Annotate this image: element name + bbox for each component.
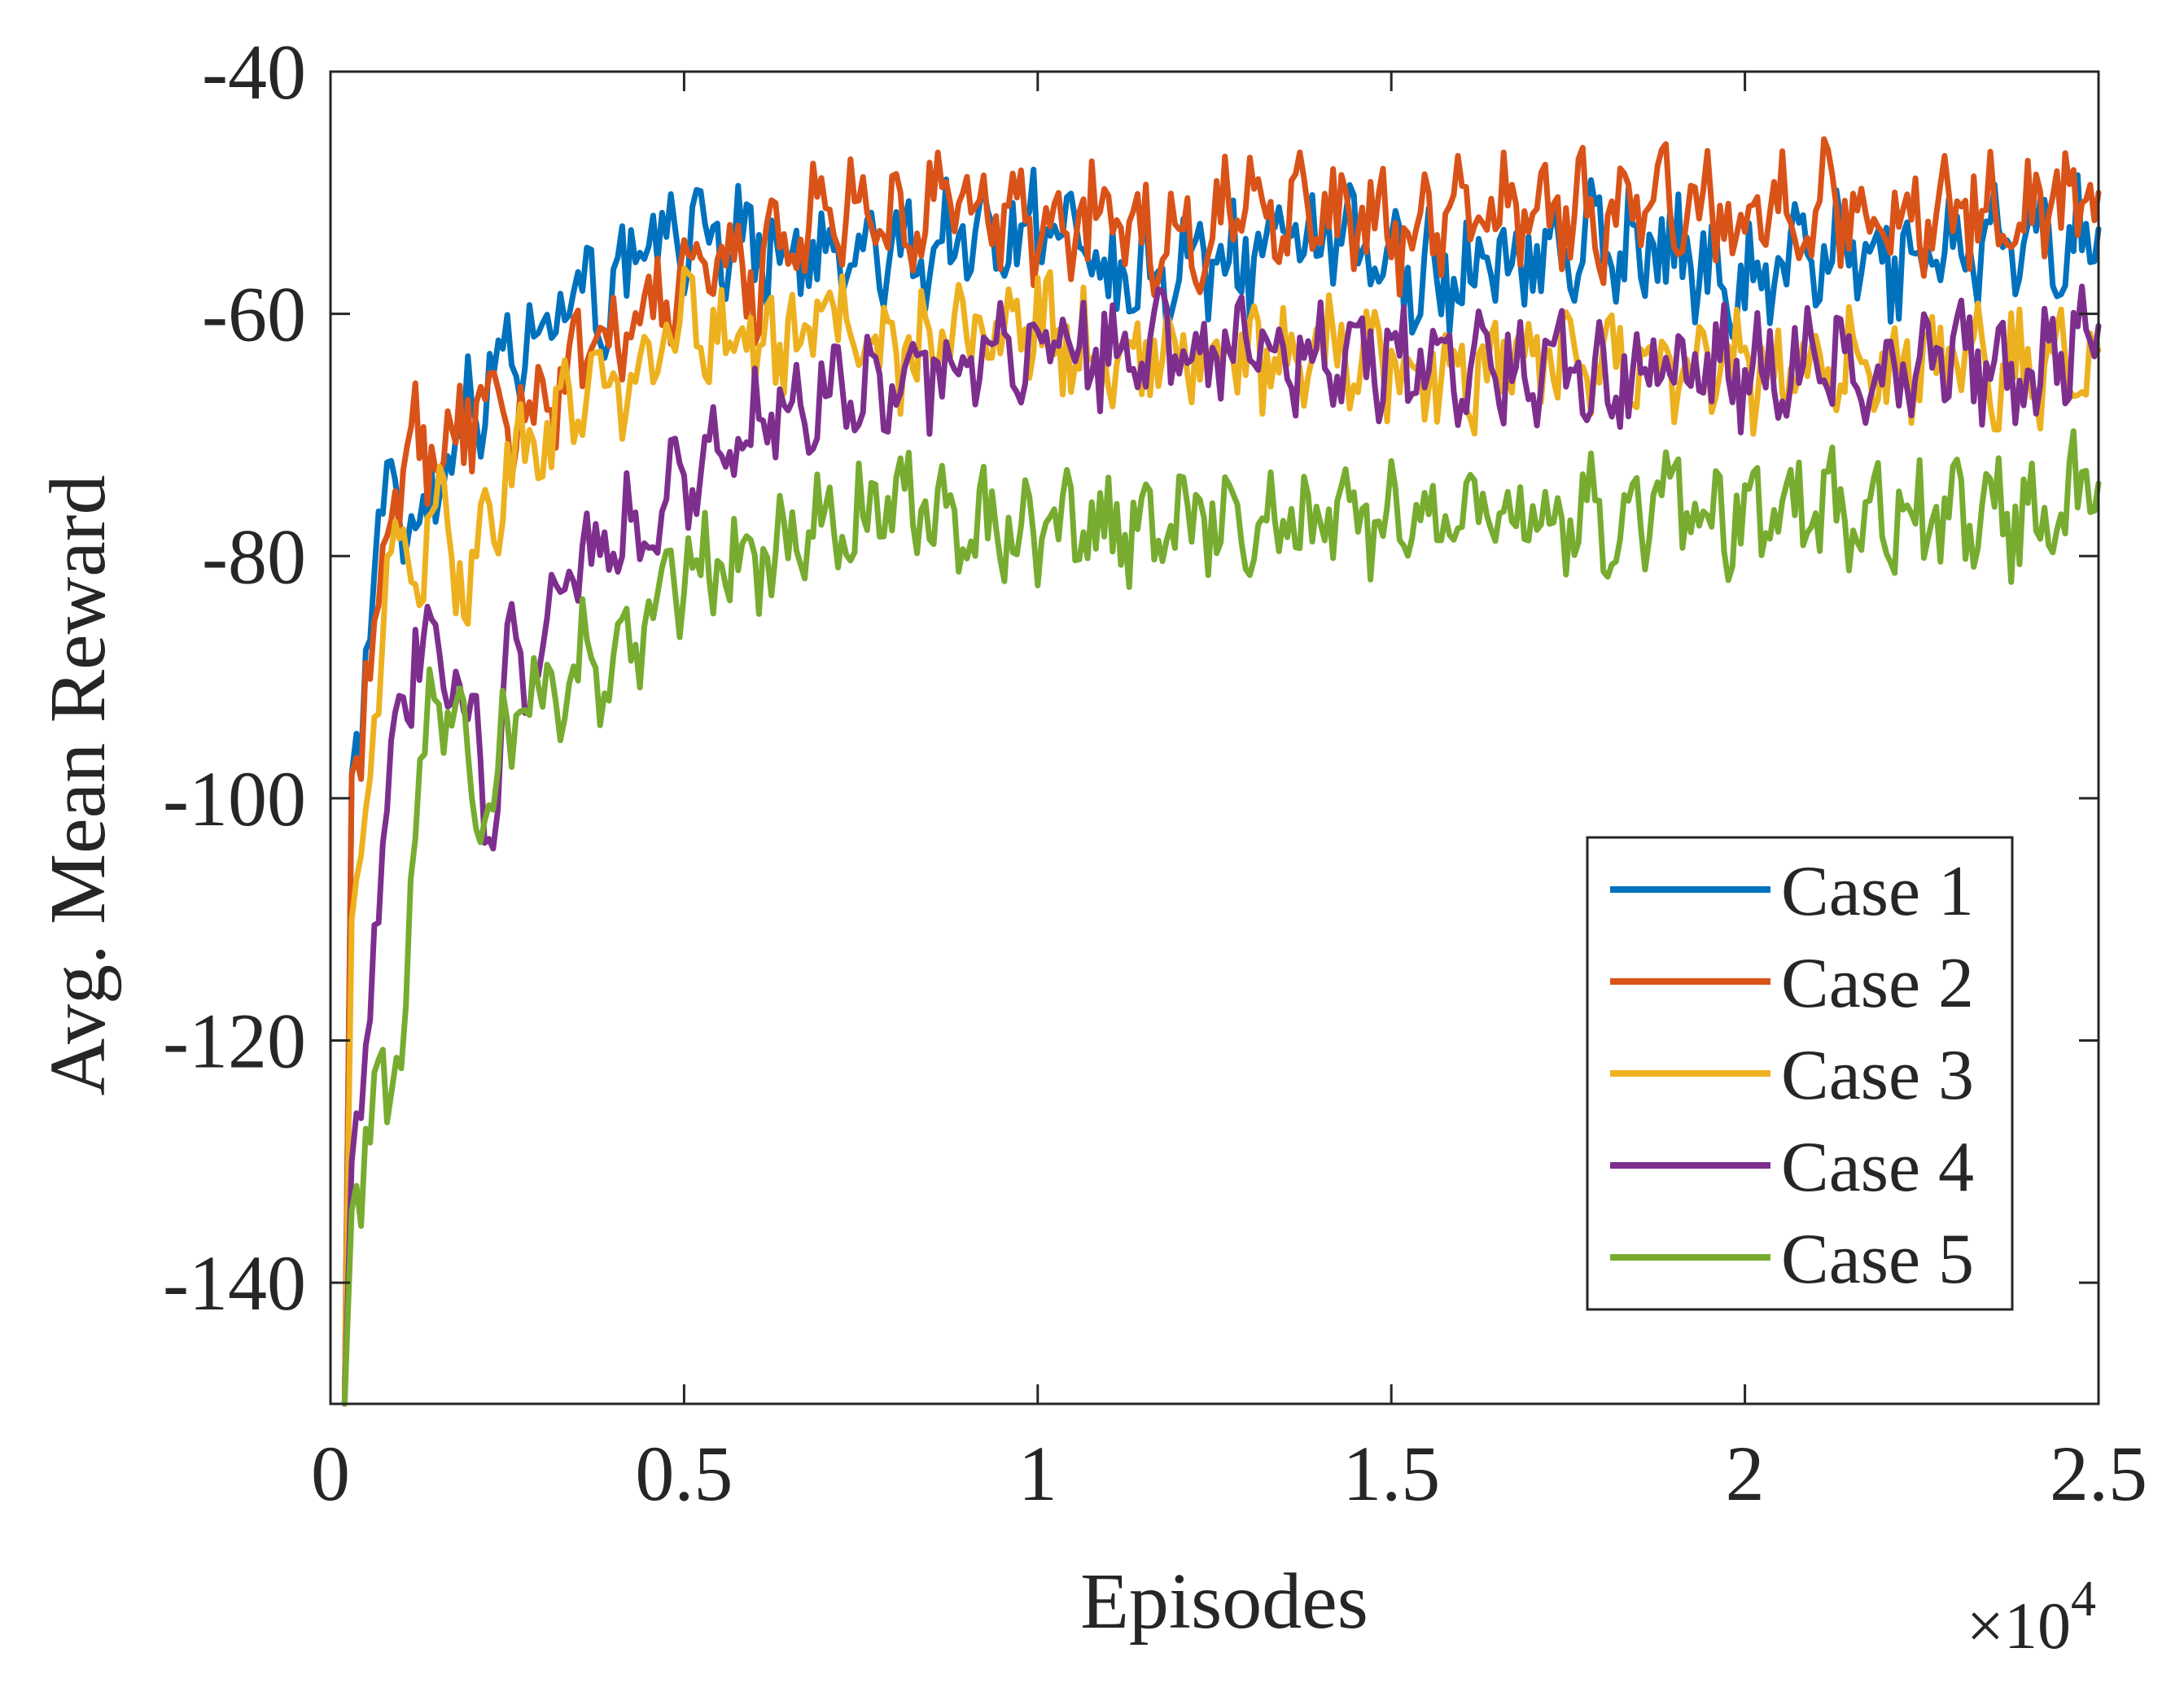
x-tick-label: 2	[1726, 1430, 1765, 1517]
legend-label: Case 1	[1781, 852, 1974, 931]
legend: Case 1 Case 2 Case 3 Case 4 Case 5	[1586, 836, 2014, 1311]
x-tick-label: 1.5	[1342, 1430, 1440, 1517]
axes-layer: 0 0.5 1 1.5 2 2.5 -140 -120 -100 -80 -60 -40	[163, 28, 2147, 1517]
x-tick-label: 0.5	[635, 1430, 733, 1517]
y-tick-label: -80	[202, 513, 306, 600]
series-line-case-5	[341, 428, 2102, 1407]
x-tick-label: 2.5	[2050, 1430, 2147, 1517]
x-exponent-base: ×10	[1967, 1589, 2071, 1663]
x-axis-label: Episodes	[1080, 1558, 1368, 1646]
y-tick-label: -40	[202, 28, 306, 116]
series-line-case-4	[341, 283, 2102, 1407]
x-tick-label: 0	[311, 1430, 350, 1517]
series-line-case-1	[341, 166, 2102, 1407]
legend-label: Case 3	[1781, 1036, 1974, 1115]
x-tick-label: 1	[1018, 1430, 1057, 1517]
series-layer	[341, 136, 2102, 1407]
y-axis-label: Avg. Mean Reward	[34, 475, 122, 1096]
x-exponent-power: 4	[2071, 1572, 2096, 1627]
plot-frame	[329, 70, 2100, 1405]
y-tick-label: -140	[163, 1239, 306, 1327]
y-tick-label: -60	[202, 271, 306, 358]
legend-label: Case 4	[1781, 1128, 1974, 1207]
legend-label: Case 5	[1781, 1220, 1974, 1299]
series-line-case-2	[341, 136, 2102, 1407]
y-tick-label: -120	[163, 998, 306, 1085]
y-tick-label: -100	[163, 755, 306, 842]
legend-label: Case 2	[1781, 944, 1974, 1023]
x-exponent-label: ×104	[1967, 1572, 2096, 1663]
